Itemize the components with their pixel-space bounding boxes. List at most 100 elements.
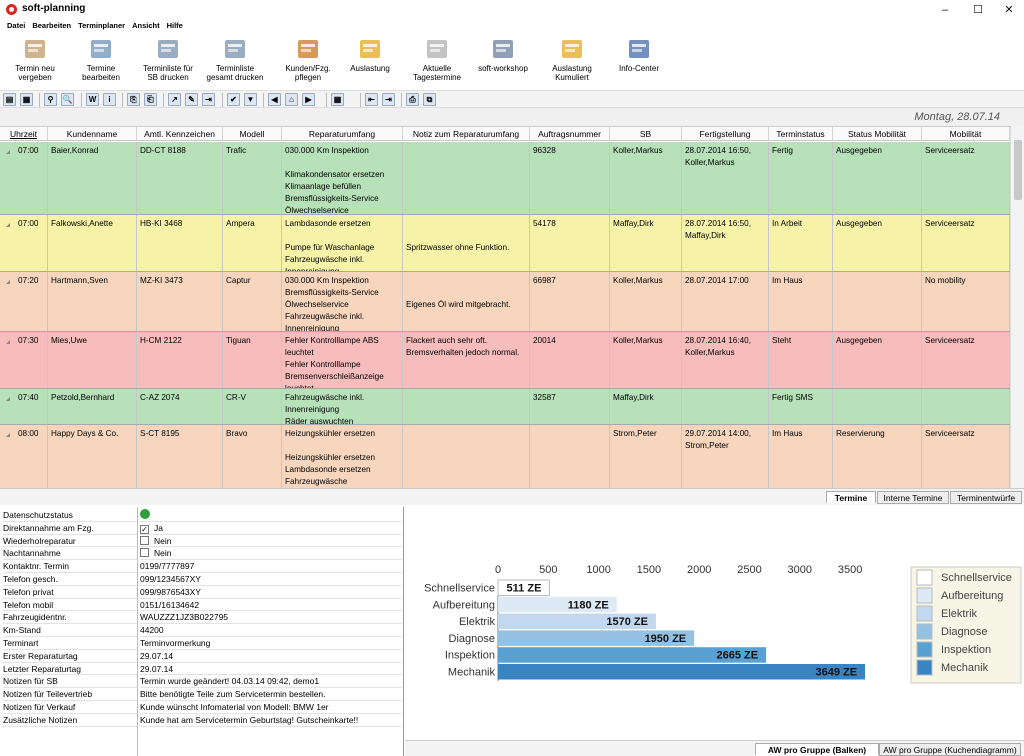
cell-model: Tiguan — [223, 332, 282, 388]
cell-name: Falkowski,Anette — [48, 215, 137, 271]
detail-label: Zusätzliche Notizen — [3, 714, 137, 727]
ribbon-button-3[interactable]: Terminliste für SB drucken — [133, 36, 203, 82]
column-header[interactable]: Status Mobilität — [833, 127, 922, 141]
column-header[interactable]: Uhrzeit — [0, 127, 48, 141]
info-small-icon[interactable]: i — [103, 93, 116, 106]
menu-hilfe[interactable]: Hilfe — [166, 21, 183, 30]
indent-icon[interactable]: ⇤ — [365, 93, 378, 106]
ribbon-button-5[interactable]: Kunden/Fzg. pflegen — [273, 36, 343, 82]
detail-value[interactable]: Nein — [140, 547, 402, 561]
cell-name: Baier,Konrad — [48, 142, 137, 214]
detail-row: Notizen für Teilevertrieb Bitte benötigte… — [0, 688, 404, 701]
tab-pie-chart[interactable]: AW pro Gruppe (Kuchendiagramm) — [879, 743, 1021, 756]
cell-status: Steht — [769, 332, 833, 388]
menu-terminplaner[interactable]: Terminplaner — [78, 21, 126, 30]
row-expand-icon[interactable] — [6, 150, 10, 154]
tab-interne-termine[interactable]: Interne Termine — [877, 491, 949, 504]
ribbon-button-6[interactable]: Auslastung — [335, 36, 405, 73]
ribbon-button-10[interactable]: Info-Center — [604, 36, 674, 73]
row-expand-icon[interactable] — [6, 280, 10, 284]
column-header[interactable]: Notiz zum Reparaturumfang — [403, 127, 530, 141]
color-grid-icon[interactable]: ▦ — [331, 93, 344, 106]
tab-bar-chart[interactable]: AW pro Gruppe (Balken) — [755, 743, 879, 756]
tab-terminentwürfe[interactable]: Terminentwürfe — [950, 491, 1022, 504]
outdent-icon[interactable]: ⇥ — [382, 93, 395, 106]
detail-label: Km-Stand — [3, 624, 137, 637]
check-icon[interactable]: ✔ — [227, 93, 240, 106]
ribbon-button-1[interactable]: Termin neu vergeben — [0, 36, 70, 82]
tick-label: 500 — [539, 564, 557, 576]
menu-ansicht[interactable]: Ansicht — [132, 21, 160, 30]
menu-datei[interactable]: Datei — [7, 21, 26, 30]
export-icon[interactable]: ↗ — [168, 93, 181, 106]
ribbon-label: Termin neu — [15, 64, 55, 73]
copy-icon[interactable]: ⎘ — [127, 93, 140, 106]
dropdown-icon[interactable]: ▼ — [244, 93, 257, 106]
scrollbar-thumb[interactable] — [1014, 140, 1022, 200]
column-header[interactable]: Mobilität — [922, 127, 1010, 141]
cell-plate: H-CM 2122 — [137, 332, 223, 388]
cell-order — [530, 425, 610, 488]
column-header[interactable]: Amtl. Kennzeichen — [137, 127, 223, 141]
table-scrollbar[interactable] — [1010, 126, 1024, 488]
ribbon-button-8[interactable]: soft-workshop — [468, 36, 538, 73]
close-button[interactable]: ✕ — [1004, 4, 1014, 16]
minimize-button[interactable]: – — [941, 4, 949, 16]
table-row[interactable]: 07:20 Hartmann,Sven MZ-KI 3473 Captur 030.00… — [0, 272, 1010, 332]
maximize-button[interactable]: ☐ — [973, 4, 983, 16]
menu-bearbeiten[interactable]: Bearbeiten — [32, 21, 72, 30]
bar — [498, 596, 617, 613]
detail-label: Erster Reparaturtag — [3, 650, 137, 663]
checkbox[interactable] — [140, 548, 149, 558]
detail-value: Bitte benötigte Teile zum Servicetermin … — [140, 688, 402, 701]
cell-order: 32587 — [530, 389, 610, 424]
filter-icon[interactable]: ⚲ — [44, 93, 57, 106]
category-label: Aufbereitung — [433, 599, 495, 611]
column-header[interactable]: Modell — [223, 127, 282, 141]
printer-icon — [155, 36, 181, 62]
move-icon[interactable]: ⇥ — [202, 93, 215, 106]
table-row[interactable]: 08:00 Happy Days & Co. S-CT 8195 Bravo Heizu… — [0, 425, 1010, 488]
bar — [498, 613, 656, 630]
ribbon-sublabel: gesamt drucken — [206, 73, 264, 82]
ribbon-button-2[interactable]: Termine bearbeiten — [66, 36, 136, 82]
search-icon[interactable]: 🔍 — [61, 93, 74, 106]
detail-row: Datenschutzstatus — [0, 509, 404, 522]
cell-sb: Koller,Markus — [610, 332, 682, 388]
edit-icon[interactable]: ✎ — [185, 93, 198, 106]
window-icon[interactable]: ⧉ — [423, 93, 436, 106]
table-row[interactable]: 07:00 Baier,Konrad DD-CT 8188 Trafic 030.000… — [0, 142, 1010, 215]
column-header[interactable]: Reparaturumfang — [282, 127, 403, 141]
row-expand-icon[interactable] — [6, 223, 10, 227]
toolbar-separator — [163, 93, 164, 107]
column-header[interactable]: SB — [610, 127, 682, 141]
tab-termine[interactable]: Termine — [826, 491, 876, 504]
column-header[interactable]: Terminstatus — [769, 127, 833, 141]
row-expand-icon[interactable] — [6, 397, 10, 401]
detail-value[interactable]: ✓ Ja — [140, 522, 402, 535]
table-row[interactable]: 07:40 Petzold,Bernhard C-AZ 2074 CR-V Fahrze… — [0, 389, 1010, 425]
home-icon[interactable]: ⌂ — [285, 93, 298, 106]
paste-icon[interactable]: ⎗ — [144, 93, 157, 106]
ribbon-button-4[interactable]: Terminliste gesamt drucken — [200, 36, 270, 82]
day-view-icon[interactable]: ▦ — [20, 93, 33, 106]
row-expand-icon[interactable] — [6, 340, 10, 344]
arrow-left-icon[interactable]: ◀ — [268, 93, 281, 106]
arrow-right-icon[interactable]: ▶ — [302, 93, 315, 106]
list-view-icon[interactable]: ▤ — [3, 93, 16, 106]
table-row[interactable]: 07:30 Mies,Uwe H-CM 2122 Tiguan Fehler Kontr… — [0, 332, 1010, 389]
cell-mobstatus: Ausgegeben — [833, 332, 922, 388]
column-header[interactable]: Kundenname — [48, 127, 137, 141]
column-header[interactable]: Fertigstellung — [682, 127, 769, 141]
table-row[interactable]: 07:00 Falkowski,Anette HB-KI 3468 Ampera Lam… — [0, 215, 1010, 272]
checkbox[interactable] — [140, 535, 149, 545]
send-icon[interactable]: ⎙ — [406, 93, 419, 106]
column-header[interactable]: Auftragsnummer — [530, 127, 610, 141]
ribbon-button-7[interactable]: Aktuelle Tagestermine — [402, 36, 472, 82]
detail-value[interactable]: Nein — [140, 535, 402, 548]
ribbon-button-9[interactable]: Auslastung Kumuliert — [537, 36, 607, 82]
ribbon-label: Auslastung — [350, 64, 390, 73]
word-icon[interactable]: W — [86, 93, 99, 106]
checkbox[interactable]: ✓ — [140, 524, 149, 534]
row-expand-icon[interactable] — [6, 433, 10, 437]
